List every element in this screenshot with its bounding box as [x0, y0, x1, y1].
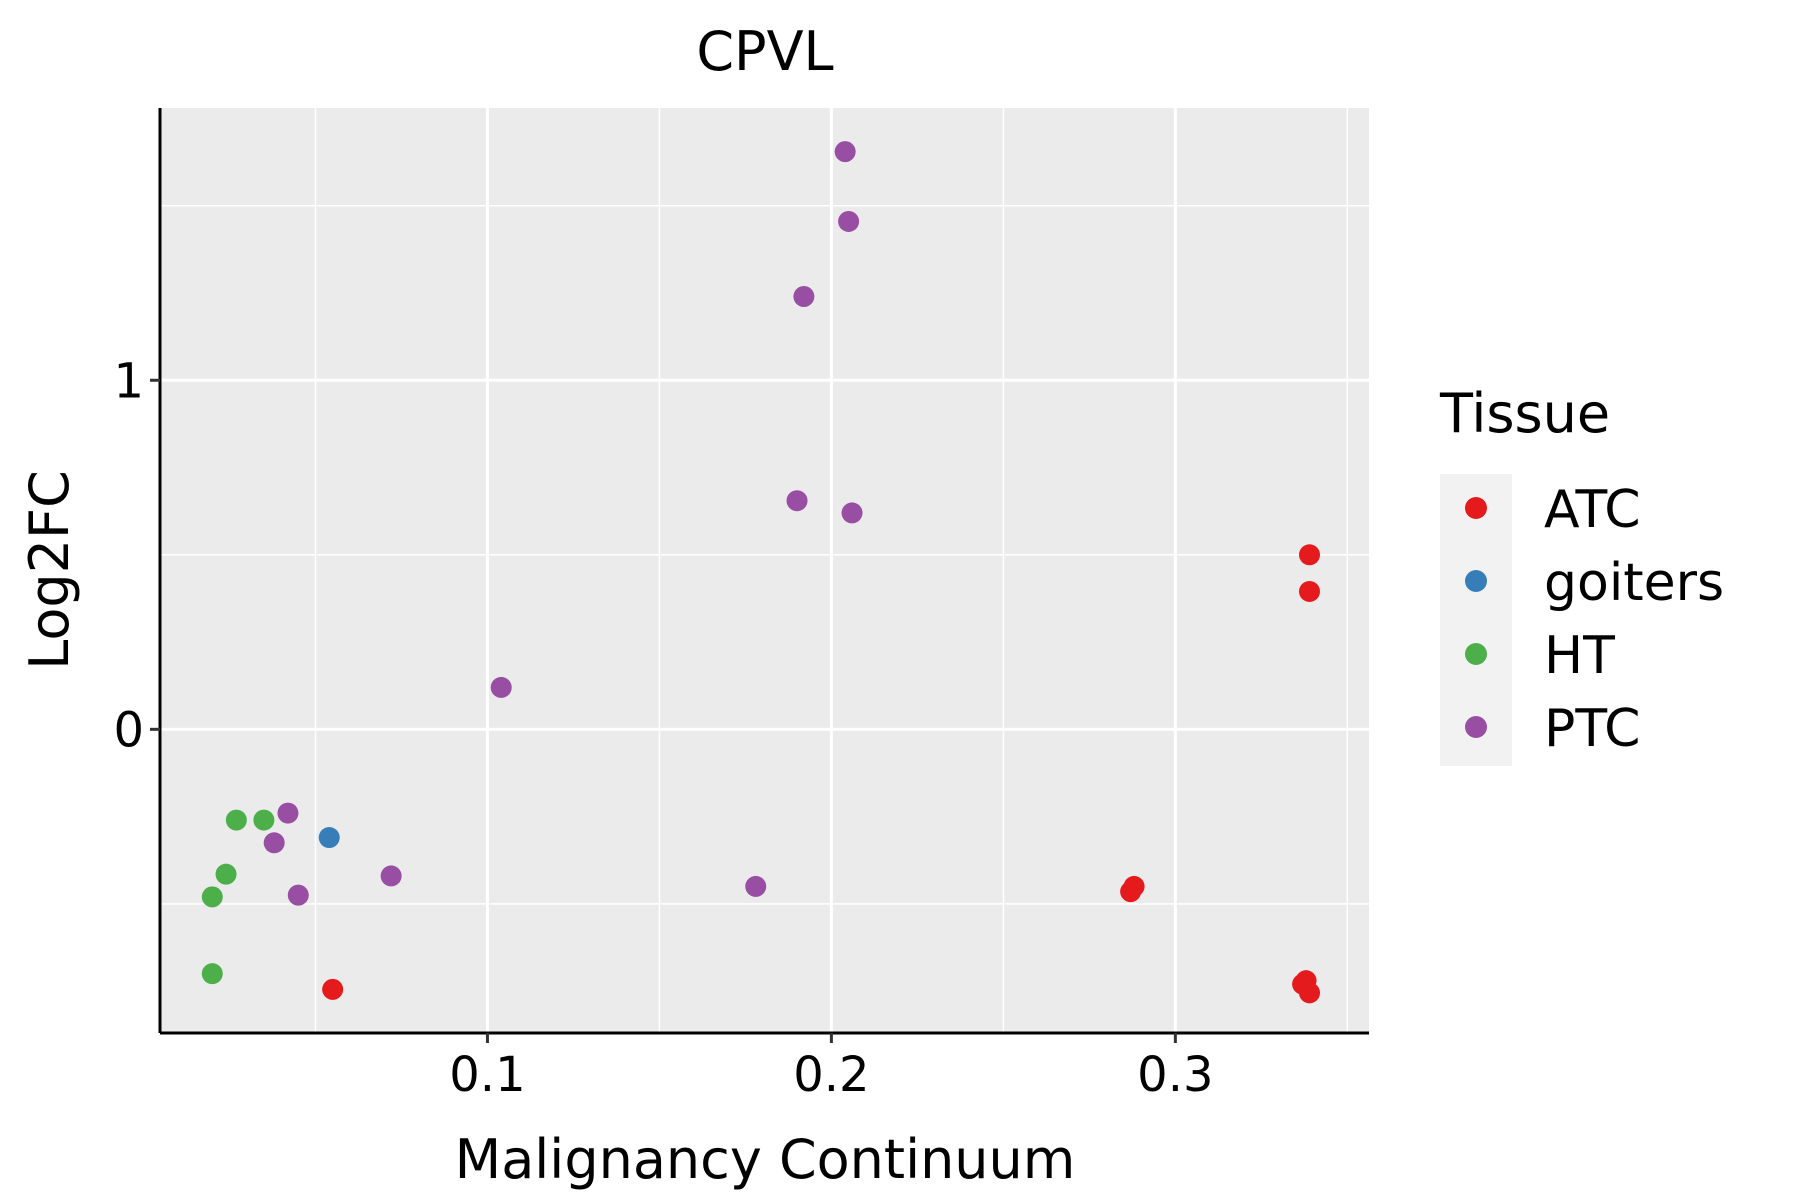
legend-key-atc — [1465, 497, 1487, 519]
legend-label-ptc: PTC — [1544, 699, 1640, 759]
x-tick-label: 0.1 — [449, 1047, 525, 1103]
data-point-goiters — [318, 827, 340, 849]
legend-key-goiters — [1465, 570, 1487, 592]
plot-panel — [160, 108, 1369, 1033]
data-point-ht — [225, 809, 247, 831]
data-point-ptc — [793, 285, 815, 307]
data-point-atc — [1298, 544, 1320, 566]
data-point-ht — [201, 886, 223, 908]
legend-label-goiters: goiters — [1544, 553, 1724, 613]
data-point-ptc — [834, 141, 856, 163]
data-point-atc — [1123, 875, 1145, 897]
y-tick-label: 1 — [113, 353, 144, 409]
data-points — [201, 141, 1320, 1004]
x-axis-title: Malignancy Continuum — [455, 1128, 1076, 1191]
legend-key-ht — [1465, 643, 1487, 665]
data-point-atc — [1298, 982, 1320, 1004]
data-point-atc — [322, 978, 344, 1000]
legend-label-atc: ATC — [1544, 480, 1641, 540]
data-point-ptc — [745, 875, 767, 897]
data-point-ptc — [490, 676, 512, 698]
data-point-ptc — [786, 490, 808, 512]
y-axis-ticks: 01 — [113, 353, 160, 758]
data-point-ht — [201, 963, 223, 985]
data-point-ptc — [287, 884, 309, 906]
y-tick-label: 0 — [113, 702, 144, 758]
data-point-ptc — [838, 210, 860, 232]
data-point-ptc — [380, 865, 402, 887]
data-point-ptc — [841, 502, 863, 524]
legend-title: Tissue — [1439, 382, 1610, 445]
data-point-ptc — [277, 802, 299, 824]
data-point-ht — [253, 809, 275, 831]
x-tick-label: 0.2 — [793, 1047, 869, 1103]
grid-lines — [160, 108, 1369, 1033]
data-point-ptc — [263, 832, 285, 854]
data-point-atc — [1298, 580, 1320, 602]
y-axis-title: Log2FC — [18, 470, 81, 670]
legend-key-ptc — [1465, 716, 1487, 738]
chart-title: CPVL — [696, 20, 833, 83]
legend: Tissue ATC goiters HT PTC — [1439, 382, 1724, 766]
x-axis-ticks: 0.1 0.2 0.3 — [449, 1033, 1214, 1103]
x-tick-label: 0.3 — [1137, 1047, 1213, 1103]
legend-label-ht: HT — [1544, 626, 1615, 686]
data-point-ht — [215, 863, 237, 885]
